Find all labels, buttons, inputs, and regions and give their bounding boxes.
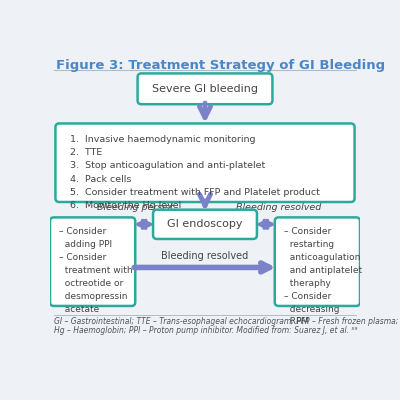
Text: GI – Gastrointestinal; TTE – Trans-esophageal echocardiogram; FFP – Fresh frozen: GI – Gastrointestinal; TTE – Trans-esoph… [54,318,398,326]
Text: Figure 3: Treatment Strategy of GI Bleeding: Figure 3: Treatment Strategy of GI Bleed… [56,59,385,72]
FancyBboxPatch shape [50,218,135,306]
Text: Hg – Haemoglobin; PPI – Proton pump inhibitor. Modified from: Suarez J, et al. ⁵: Hg – Haemoglobin; PPI – Proton pump inhi… [54,326,357,335]
Text: 1.  Invasive haemodynamic monitoring
2.  TTE
3.  Stop anticoagulation and anti-p: 1. Invasive haemodynamic monitoring 2. T… [70,135,320,210]
Text: Bleeding resolved: Bleeding resolved [236,203,321,212]
FancyBboxPatch shape [138,74,272,104]
FancyBboxPatch shape [275,218,360,306]
Text: Severe GI bleeding: Severe GI bleeding [152,84,258,94]
Text: GI endoscopy: GI endoscopy [167,219,243,229]
Text: Bleeding persist: Bleeding persist [97,203,174,212]
FancyBboxPatch shape [56,124,354,202]
Text: – Consider
  adding PPI
– Consider
  treatment with
  octreotide or
  desmopress: – Consider adding PPI – Consider treatme… [59,228,133,314]
FancyBboxPatch shape [153,210,257,239]
Text: Bleeding resolved: Bleeding resolved [161,251,249,261]
Text: – Consider
  restarting
  anticoagulation
  and antiplatelet
  theraphy
– Consid: – Consider restarting anticoagulation an… [284,228,362,326]
